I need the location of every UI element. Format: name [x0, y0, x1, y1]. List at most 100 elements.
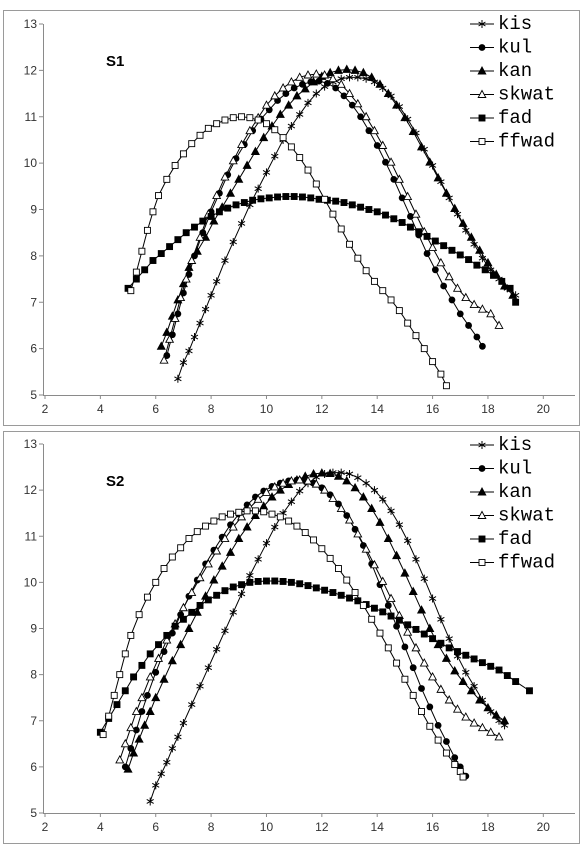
data-point-kul: [340, 92, 348, 100]
data-point-kan: [416, 605, 427, 614]
y-tick-label: 13: [24, 437, 38, 451]
data-point-kul: [479, 342, 486, 350]
data-point-fad: [329, 589, 337, 596]
data-point-fad: [340, 199, 348, 206]
data-point-kis: [201, 305, 210, 314]
data-point-kan: [475, 695, 485, 704]
data-point-kan: [267, 492, 277, 501]
data-point-kan: [367, 503, 377, 513]
data-point-skwat: [419, 658, 429, 667]
data-point-fad: [395, 616, 403, 624]
x-tick-label: 16: [426, 820, 440, 834]
data-point-fad: [448, 246, 456, 254]
data-point-fad: [290, 193, 298, 200]
data-point-fad: [321, 586, 329, 594]
data-point-fad: [346, 594, 353, 602]
data-point-kis: [174, 374, 182, 383]
data-point-fad: [182, 229, 190, 237]
data-point-skwat: [369, 559, 379, 569]
data-point-skwat: [278, 83, 288, 92]
data-point-fad: [406, 223, 414, 231]
data-point-fad: [382, 211, 389, 219]
data-point-skwat: [361, 544, 371, 553]
data-point-ffwad: [251, 507, 259, 515]
legend-label: kan: [498, 60, 532, 82]
data-point-kan: [234, 533, 244, 543]
data-point-kis: [185, 346, 193, 355]
data-point-kan: [308, 77, 319, 86]
data-point-ffwad: [246, 114, 254, 122]
x-tick-label: 6: [152, 820, 159, 834]
x-tick-label: 10: [260, 820, 274, 834]
data-point-fad: [465, 256, 473, 264]
data-point-ffwad: [143, 593, 151, 601]
data-point-ffwad: [304, 166, 312, 174]
data-point-fad: [204, 596, 212, 604]
data-point-skwat: [369, 125, 379, 135]
data-point-fad: [506, 284, 514, 292]
data-point-kan: [123, 764, 133, 773]
data-point-ffwad: [370, 277, 378, 285]
data-point-kan: [350, 65, 360, 74]
data-point-fad: [490, 271, 497, 279]
data-point-fad: [271, 577, 279, 585]
data-point-kis: [229, 237, 237, 246]
data-point-kis: [196, 319, 204, 328]
data-point-fad: [423, 232, 431, 240]
data-point-kul: [440, 282, 448, 290]
legend-marker-fad: [478, 535, 486, 543]
data-point-ffwad: [132, 268, 140, 276]
legend-label: kul: [498, 458, 532, 480]
legend-label: ffwad: [498, 131, 555, 153]
legend-marker-kan: [477, 66, 487, 75]
data-point-kul: [431, 266, 439, 274]
data-point-fad: [265, 194, 273, 202]
data-point-skwat: [428, 242, 438, 251]
data-point-kan: [425, 157, 435, 166]
data-point-ffwad: [276, 513, 284, 521]
data-point-kan: [317, 468, 327, 477]
data-point-skwat: [181, 274, 191, 283]
data-point-kan: [375, 79, 385, 88]
data-point-kis: [152, 781, 160, 790]
data-point-skwat: [444, 271, 454, 281]
data-point-fad: [274, 193, 281, 201]
data-point-skwat: [311, 69, 321, 78]
data-point-ffwad: [312, 180, 320, 188]
data-point-ffwad: [459, 773, 467, 781]
data-point-kis: [229, 608, 237, 617]
data-point-fad: [307, 194, 315, 202]
x-tick-label: 20: [537, 820, 551, 834]
data-point-ffwad: [420, 345, 428, 353]
legend-marker-kis: [478, 441, 486, 449]
data-point-kan: [400, 112, 410, 122]
data-point-kul: [382, 158, 389, 166]
data-point-fad: [199, 217, 207, 225]
x-tick-label: 8: [208, 820, 215, 834]
data-point-kan: [192, 607, 202, 616]
data-point-ffwad: [263, 120, 270, 128]
y-tick-label: 9: [30, 622, 37, 636]
legend-marker-fad: [478, 114, 486, 122]
data-point-kan: [225, 188, 236, 197]
data-point-kan: [259, 132, 269, 142]
data-point-skwat: [120, 738, 130, 748]
legend-item-fad: fad: [470, 528, 532, 550]
data-point-skwat: [320, 70, 330, 79]
data-point-fad: [163, 631, 171, 639]
data-point-ffwad: [221, 116, 229, 124]
legend-label: skwat: [498, 505, 555, 527]
data-point-kis: [254, 555, 262, 564]
data-point-ffwad: [163, 175, 171, 183]
data-point-skwat: [195, 572, 205, 582]
data-point-kan: [458, 676, 468, 685]
data-point-kul: [448, 296, 456, 304]
data-point-kan: [367, 72, 377, 81]
y-tick-label: 8: [30, 249, 37, 263]
data-point-kul: [456, 310, 464, 318]
data-point-skwat: [403, 627, 413, 636]
data-point-kan: [151, 692, 161, 702]
data-point-ffwad: [359, 601, 367, 609]
data-point-ffwad: [179, 150, 187, 158]
data-point-fad: [503, 672, 511, 679]
